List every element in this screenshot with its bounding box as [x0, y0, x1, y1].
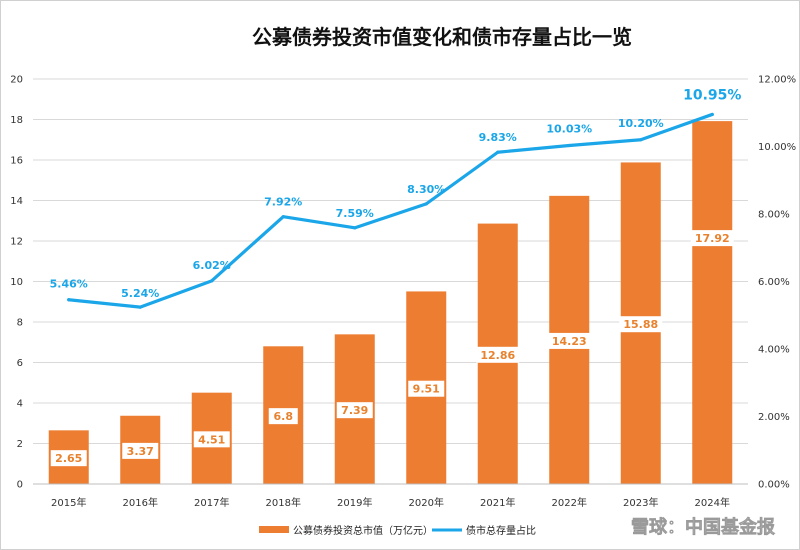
bar-value-label: 14.23	[552, 335, 587, 348]
right-tick-label: 0.00%	[758, 480, 790, 491]
line-point	[67, 298, 71, 302]
bar-value-label: 15.88	[623, 318, 658, 331]
line-path	[67, 112, 714, 309]
left-tick-label: 0	[17, 480, 23, 491]
right-tick-label: 10.00%	[758, 142, 796, 153]
x-tick-label: 2019年	[337, 496, 372, 509]
bar-value-label: 9.51	[413, 383, 440, 396]
line-point	[496, 150, 500, 154]
line-point	[138, 305, 142, 309]
right-axis-ticks: 0.00% 2.00% 4.00% 6.00% 8.00% 10.00% 12.00%	[758, 75, 796, 491]
x-tick-label: 2015年	[51, 496, 86, 509]
right-tick-label: 2.00%	[758, 412, 790, 423]
x-tick-label: 2024年	[695, 496, 730, 509]
x-tick-label: 2020年	[409, 496, 444, 509]
left-tick-label: 14	[10, 196, 23, 207]
line-value-label: 10.03%	[546, 122, 592, 135]
line-point	[210, 279, 214, 283]
bar-label-box	[547, 332, 591, 349]
bar	[692, 121, 733, 485]
line-value-label: 5.46%	[50, 278, 88, 291]
left-tick-label: 18	[10, 115, 23, 126]
x-axis: 2015年 2016年 2017年 2018年 2019年 2020年 2021年 2022年…	[33, 483, 748, 509]
bar-label-box	[336, 402, 373, 419]
line-series: 5.46% 5.24% 6.02% 7.92% 7.59% 8.30% 9.83% 10.03…	[50, 87, 741, 309]
bar-label-box	[50, 450, 87, 467]
left-tick-label: 6	[17, 358, 23, 369]
left-tick-label: 16	[10, 156, 23, 167]
legend: 公募债券投资总市值（万亿元） 债市总存量占比	[259, 524, 536, 537]
line-value-label: 10.95%	[683, 87, 741, 103]
bar-value-label: 6.8	[274, 410, 294, 423]
line-value-label: 6.02%	[193, 259, 231, 272]
bar-series: 2.65 3.37 4.51 6.8 7.39 9.51 12.86 14.23 15.88 17…	[48, 121, 734, 485]
x-tick-label: 2016年	[123, 496, 158, 509]
x-tick-label: 2022年	[552, 496, 587, 509]
right-tick-label: 4.00%	[758, 345, 790, 356]
line-value-label: 8.30%	[407, 183, 445, 196]
left-tick-label: 20	[10, 75, 23, 86]
bar-label-box	[408, 380, 445, 397]
left-tick-label: 12	[10, 237, 23, 248]
line-point	[639, 138, 643, 142]
right-tick-label: 6.00%	[758, 277, 790, 288]
watermark: 雪球：中国基金报	[631, 516, 775, 538]
legend-bar-swatch	[259, 526, 289, 533]
x-tick-label: 2018年	[266, 496, 301, 509]
line-point	[353, 226, 357, 230]
line-value-label: 9.83%	[479, 131, 517, 144]
x-tick-label: 2017年	[194, 496, 229, 509]
bar-label-box	[268, 408, 298, 425]
bar-label-box	[122, 442, 159, 459]
x-tick-label: 2023年	[623, 496, 658, 509]
line-point	[424, 202, 428, 206]
bar-value-label: 4.51	[198, 433, 225, 446]
line-value-label: 7.92%	[264, 196, 302, 209]
bar-label-box	[619, 316, 663, 333]
x-tick-label: 2021年	[480, 496, 515, 509]
legend-bar-label: 公募债券投资总市值（万亿元）	[293, 524, 433, 537]
bar-label-box	[690, 230, 734, 247]
right-tick-label: 8.00%	[758, 210, 790, 221]
chart-title: 公募债券投资市值变化和债市存量占比一览	[252, 25, 632, 49]
right-tick-label: 12.00%	[758, 75, 796, 86]
legend-line-label: 债市总存量占比	[466, 524, 536, 537]
line-value-label: 7.59%	[336, 207, 374, 220]
bar-label-box	[193, 431, 230, 448]
left-axis-ticks: 0 2 4 6 8 10 12 14 16 18 20	[10, 75, 23, 491]
bar-value-label: 3.37	[127, 445, 154, 458]
bar-value-label: 17.92	[695, 232, 730, 245]
left-tick-label: 2	[17, 439, 23, 450]
bar-label-box	[476, 346, 520, 363]
line-point	[281, 215, 285, 219]
line-point	[567, 143, 571, 148]
left-tick-label: 10	[10, 277, 23, 288]
bar-value-label: 2.65	[55, 452, 82, 465]
bar-value-label: 12.86	[480, 349, 515, 362]
line-point	[710, 112, 714, 117]
line-value-label: 5.24%	[121, 287, 159, 300]
left-tick-label: 4	[17, 399, 23, 410]
bar-value-label: 7.39	[341, 404, 368, 417]
left-tick-label: 8	[17, 318, 23, 329]
line-value-label: 10.20%	[618, 117, 664, 130]
